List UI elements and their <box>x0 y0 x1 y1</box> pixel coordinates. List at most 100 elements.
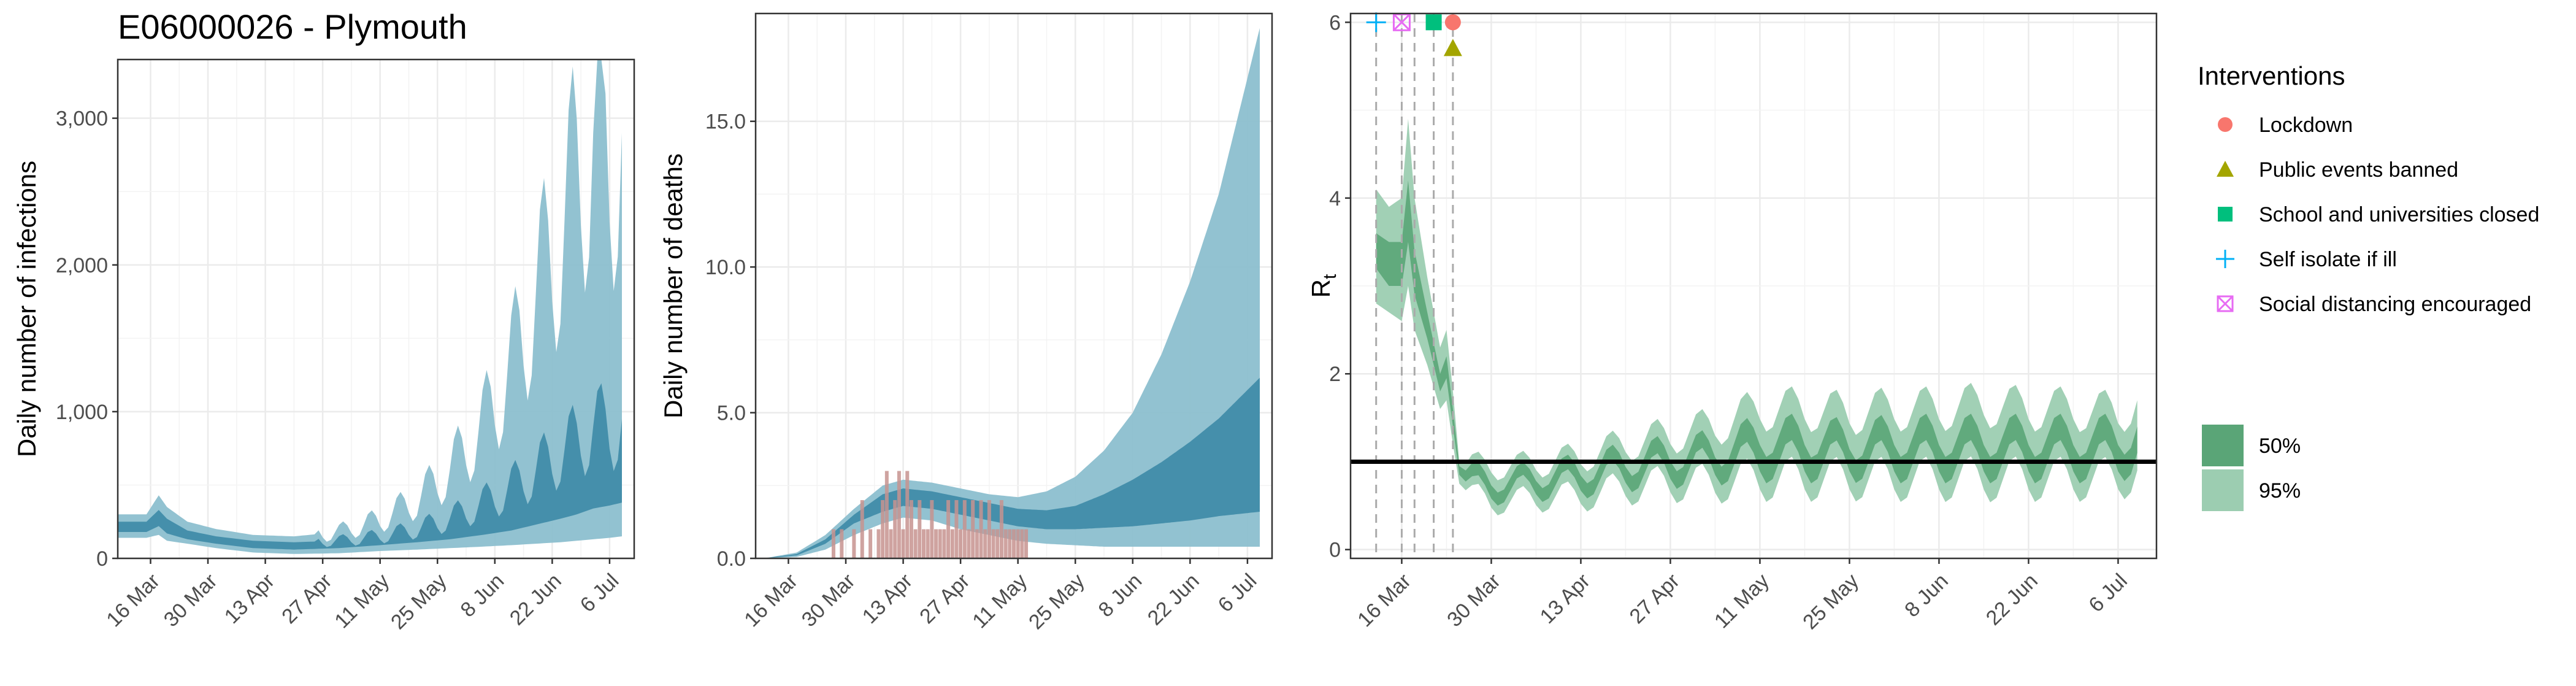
band-50pct <box>118 383 622 550</box>
x-tick-label: 13 Apr <box>220 569 279 628</box>
legend-key-boxx <box>2217 295 2234 312</box>
band-95pct <box>1376 118 2137 515</box>
observed-bar <box>905 471 910 558</box>
legend-ci-label: 95% <box>2259 479 2301 503</box>
y-axis-title: Rt <box>1306 274 1340 298</box>
y-tick-label: 3,000 <box>56 107 108 131</box>
observed-deaths <box>831 471 1029 558</box>
band-50pct <box>1376 180 2137 506</box>
legend-ci-key <box>2202 425 2244 466</box>
observed-bar <box>881 500 885 558</box>
legend-title: Interventions <box>2198 61 2345 90</box>
observed-bar <box>946 500 951 558</box>
y-tick-label: 5.0 <box>717 402 746 425</box>
plot-border <box>754 12 1273 560</box>
observed-bar <box>889 529 893 558</box>
band-95pct <box>764 28 1260 558</box>
observed-bar <box>995 529 1000 558</box>
intervention-markers <box>1366 12 1462 56</box>
x-tick-label: 8 Jun <box>1900 569 1953 622</box>
boxx-d2 <box>2217 295 2234 312</box>
marker-circle <box>1444 14 1461 31</box>
legend-key-square <box>2218 207 2233 222</box>
rt-panel: 0 2 4 6 16 Mar 30 Mar 13 Apr 27 Apr 11 May 25 May… <box>1306 11 2158 634</box>
observed-bar <box>868 529 873 558</box>
y-tick-label: 6 <box>1329 11 1341 34</box>
legend-key-triangle <box>2217 161 2234 177</box>
observed-bar <box>1024 529 1029 558</box>
x-tick-label: 25 May <box>386 569 451 634</box>
x-tick-label: 13 Apr <box>858 569 917 628</box>
x-tick-label: 25 May <box>1798 569 1863 634</box>
x-tick-label: 11 May <box>1710 569 1774 633</box>
x-tick-label: 27 Apr <box>915 569 974 628</box>
x-tick-label: 16 Mar <box>102 569 164 632</box>
observed-bar <box>860 500 864 558</box>
observed-bar <box>909 500 913 558</box>
observed-bar <box>999 500 1003 558</box>
y-axis-title-subscript: t <box>1320 274 1340 279</box>
legend-label: Self isolate if ill <box>2259 248 2397 271</box>
x-tick-label: 6 Jul <box>2084 569 2132 617</box>
y-tick-label: 0 <box>96 547 108 571</box>
legend-items: Lockdown Public events banned School and u… <box>2216 114 2539 316</box>
legend: Interventions Lockdown Public events bann… <box>2198 61 2539 511</box>
x-tick-label: 8 Jun <box>456 569 509 622</box>
plot-border <box>117 58 635 560</box>
observed-bar <box>938 529 942 558</box>
observed-bar <box>897 471 901 558</box>
x-tick-label: 13 Apr <box>1536 569 1595 628</box>
y-tick-label: 2 <box>1329 363 1341 386</box>
legend-key-circle <box>2218 117 2233 132</box>
boxx-box <box>1392 13 1411 31</box>
legend-ci-items: 50% 95% <box>2202 425 2301 511</box>
observed-bar <box>1016 529 1020 558</box>
observed-bar <box>1020 529 1024 558</box>
y-tick-label: 15.0 <box>705 110 746 134</box>
observed-bar <box>831 529 835 558</box>
observed-bar <box>901 529 905 558</box>
x-tick-label: 22 Jun <box>505 569 566 630</box>
observed-bar <box>884 471 889 558</box>
y-axis-title: Daily number of deaths <box>659 153 688 418</box>
x-tick-label: 11 May <box>330 569 394 633</box>
observed-bar <box>959 529 963 558</box>
legend-ci-label: 50% <box>2259 434 2301 458</box>
legend-label: Lockdown <box>2259 114 2353 137</box>
y-tick-label: 4 <box>1329 187 1341 210</box>
x-tick-label: 30 Mar <box>797 569 860 632</box>
y-axis-title: Daily number of infections <box>12 161 41 457</box>
x-tick-label: 30 Mar <box>1443 569 1505 632</box>
observed-bar <box>954 500 959 558</box>
observed-bar <box>950 529 954 558</box>
observed-bar <box>876 529 881 558</box>
x-tick-label: 6 Jul <box>1214 569 1262 617</box>
y-tick-label: 2,000 <box>56 254 108 277</box>
x-tick-label: 6 Jul <box>576 569 624 617</box>
band-50pct <box>764 377 1260 558</box>
x-tick-label: 30 Mar <box>159 569 222 632</box>
y-tick-label: 0.0 <box>717 547 746 571</box>
observed-bar <box>1008 529 1012 558</box>
observed-bar <box>934 529 938 558</box>
observed-bar <box>893 500 897 558</box>
boxx-box <box>2217 295 2234 312</box>
x-tick-label: 25 May <box>1024 569 1089 634</box>
observed-bar <box>975 529 979 558</box>
marker-triangle <box>1443 39 1462 56</box>
observed-bar <box>983 529 987 558</box>
observed-bar <box>913 529 918 558</box>
x-tick-label: 27 Apr <box>277 569 336 628</box>
y-tick-label: 10.0 <box>705 256 746 279</box>
x-tick-label: 16 Mar <box>740 569 802 632</box>
observed-bar <box>921 529 926 558</box>
x-tick-label: 27 Apr <box>1625 569 1684 628</box>
observed-bar <box>942 529 946 558</box>
marker-square <box>1425 14 1442 31</box>
observed-bar <box>930 500 934 558</box>
observed-bar <box>971 500 975 558</box>
observed-bar <box>1003 529 1008 558</box>
